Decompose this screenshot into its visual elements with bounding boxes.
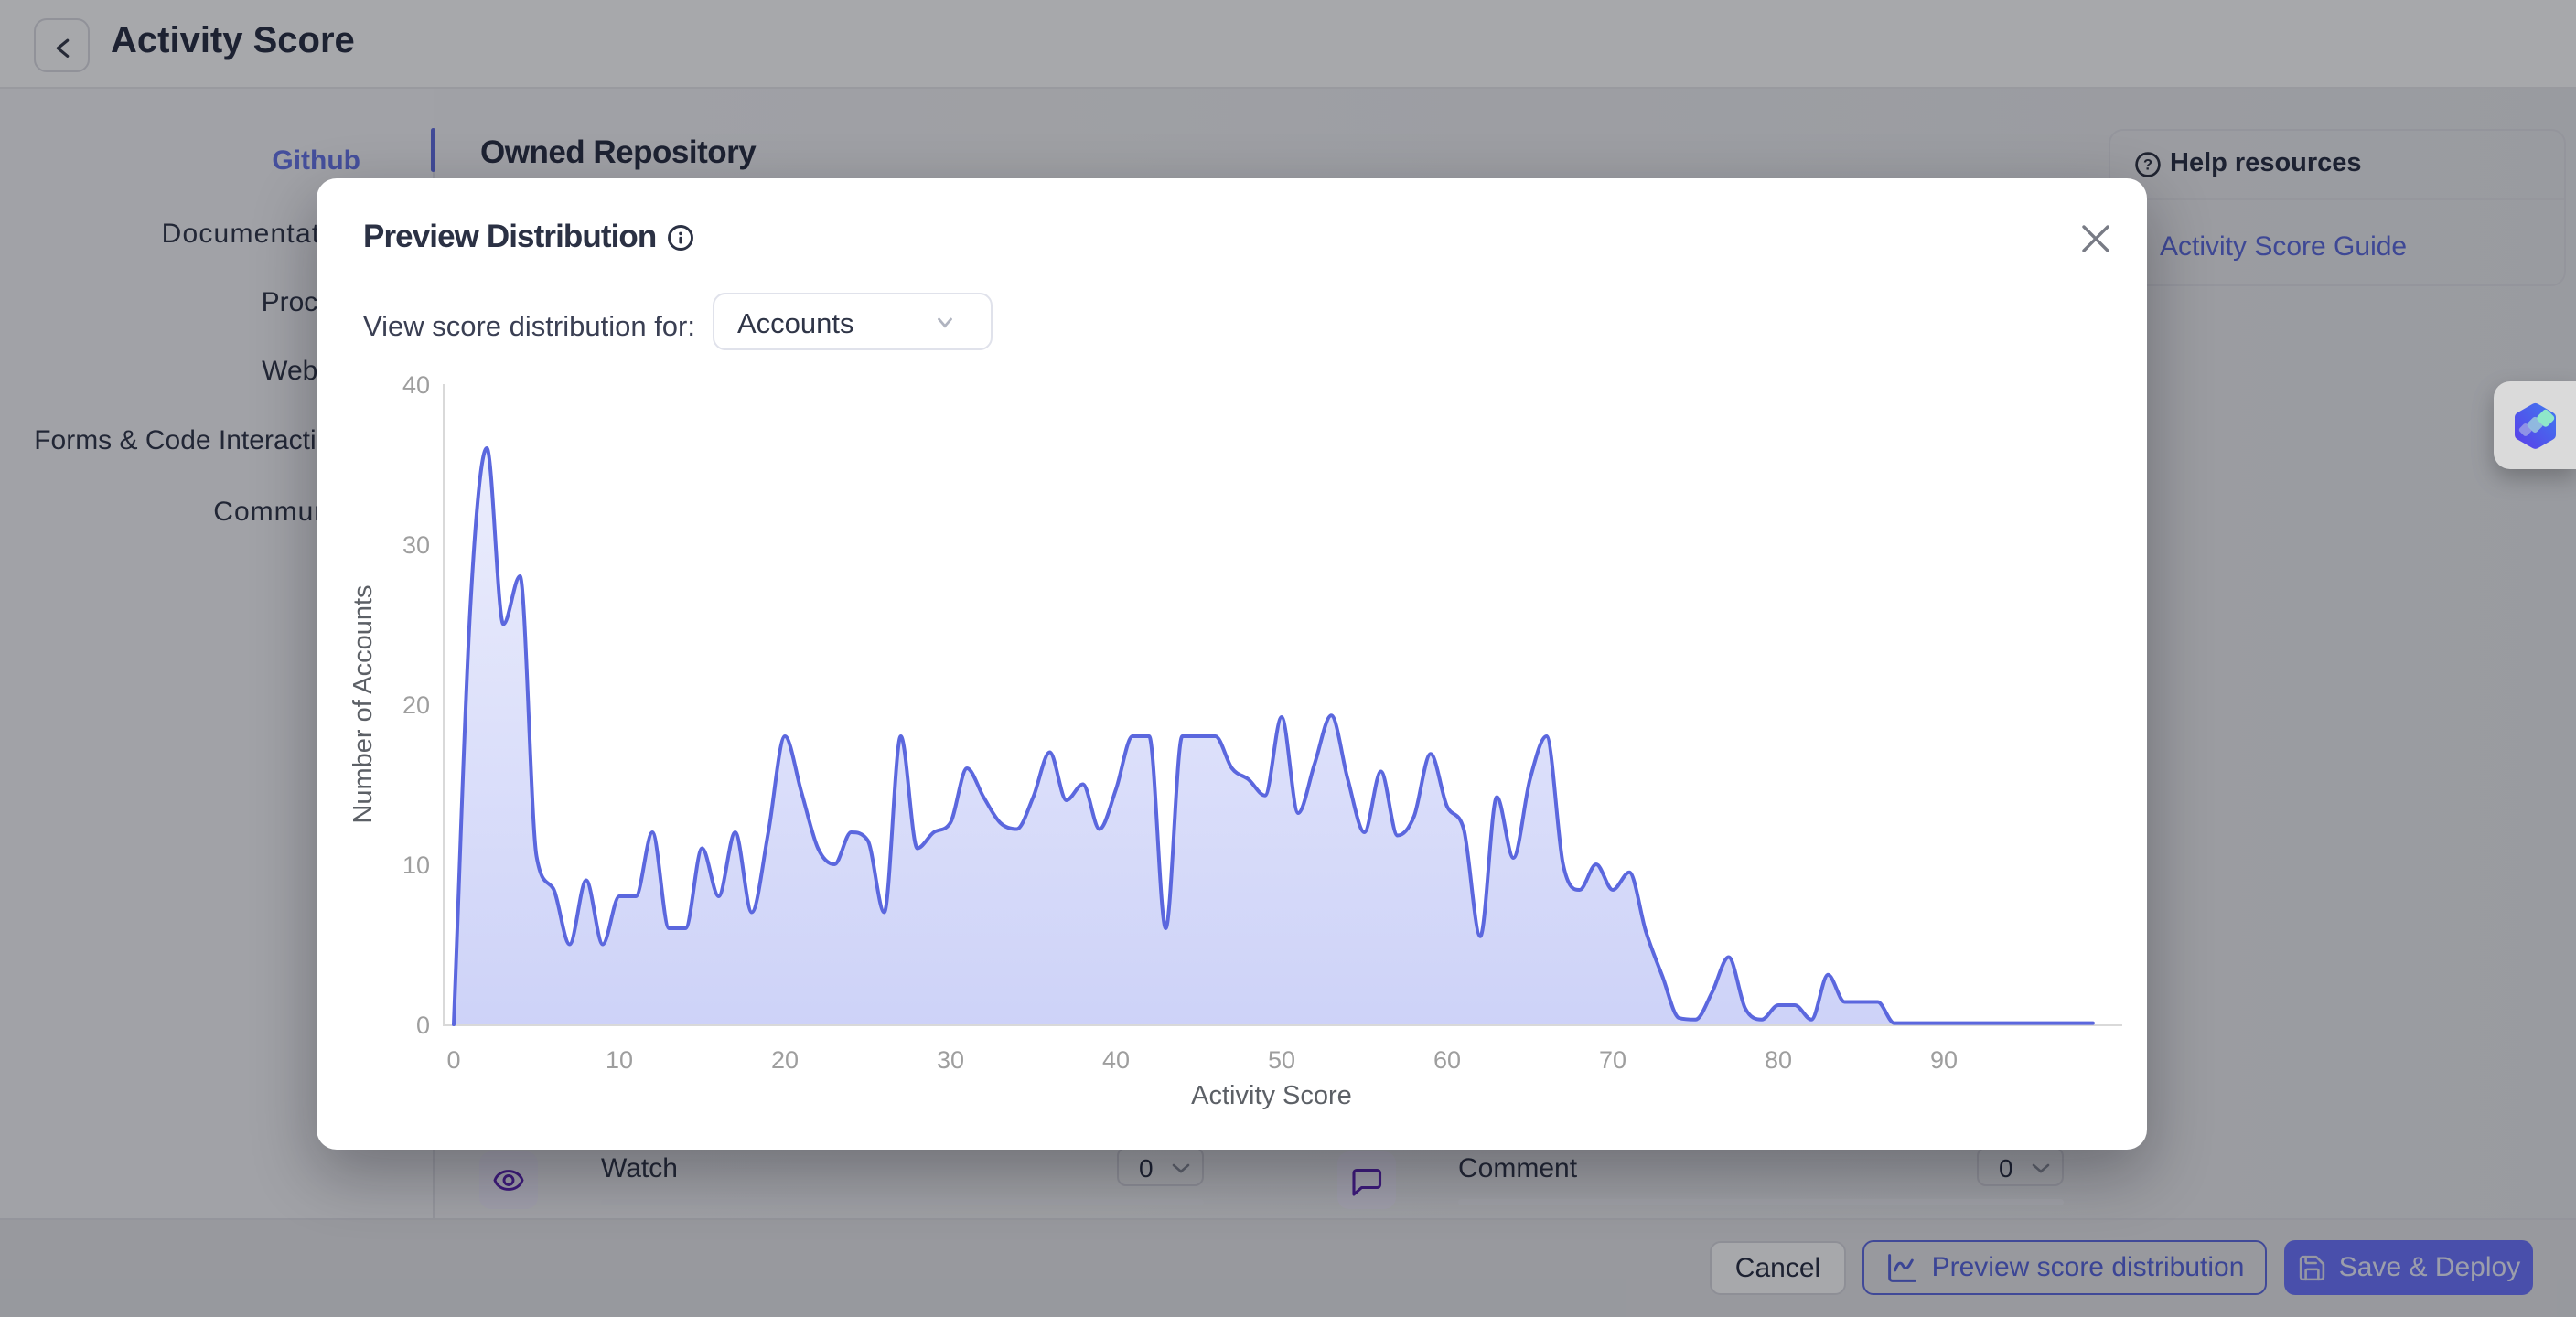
svg-text:30: 30 bbox=[937, 1046, 964, 1074]
svg-text:10: 10 bbox=[606, 1046, 633, 1074]
svg-text:80: 80 bbox=[1765, 1046, 1792, 1074]
svg-text:20: 20 bbox=[771, 1046, 799, 1074]
svg-text:20: 20 bbox=[402, 691, 430, 719]
svg-text:60: 60 bbox=[1433, 1046, 1461, 1074]
svg-text:40: 40 bbox=[402, 371, 430, 399]
svg-text:50: 50 bbox=[1268, 1046, 1295, 1074]
svg-text:Activity Score: Activity Score bbox=[1191, 1081, 1352, 1110]
svg-text:?: ? bbox=[2143, 157, 2152, 174]
svg-text:10: 10 bbox=[402, 851, 430, 879]
svg-text:Number of Accounts: Number of Accounts bbox=[349, 584, 378, 823]
svg-text:70: 70 bbox=[1599, 1046, 1626, 1074]
svg-text:30: 30 bbox=[402, 531, 430, 559]
svg-text:0: 0 bbox=[416, 1012, 430, 1039]
svg-text:40: 40 bbox=[1102, 1046, 1130, 1074]
svg-text:90: 90 bbox=[1930, 1046, 1958, 1074]
svg-text:0: 0 bbox=[446, 1046, 460, 1074]
